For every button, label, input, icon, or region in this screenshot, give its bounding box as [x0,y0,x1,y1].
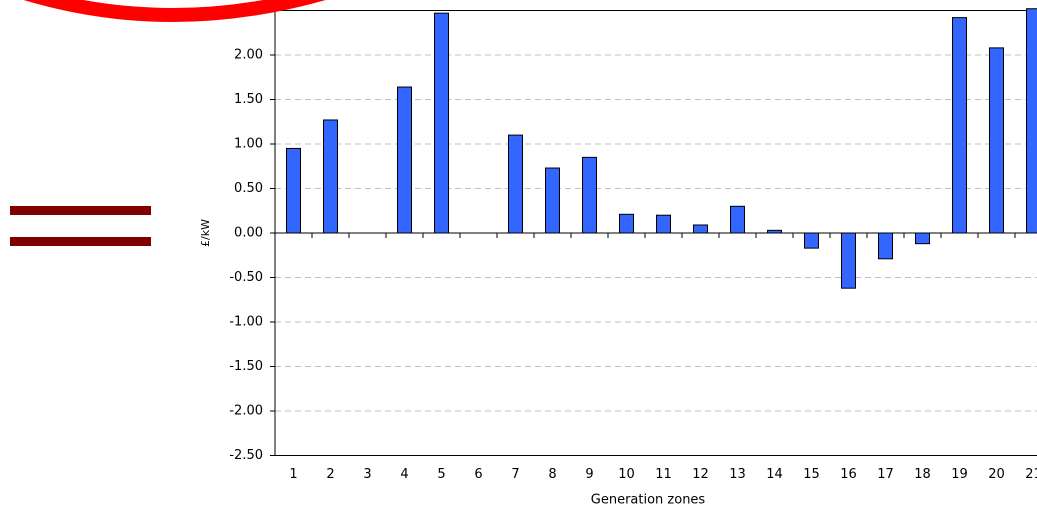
equals-bar [10,237,151,246]
bar [841,232,856,289]
x-tick-label: 17 [877,467,894,482]
x-tick-label: 12 [692,467,709,482]
x-tick-label: 10 [618,467,635,482]
x-tick-label: 3 [363,467,371,482]
bar [286,147,301,234]
x-tick-label: 7 [511,467,519,482]
x-tick-label: 14 [766,467,783,482]
bar [878,232,893,260]
bar [434,12,449,234]
x-tick-label: 6 [474,467,482,482]
x-tick-label: 1 [289,467,297,482]
bar [508,134,523,234]
bar [952,17,967,234]
bar [397,86,412,234]
y-tick-label: 0.00 [234,226,263,241]
y-tick-label: 1.50 [234,92,263,107]
x-tick-label: 16 [840,467,857,482]
bar [989,47,1004,234]
y-tick-label: 1.00 [234,137,263,152]
x-tick-label: 2 [326,467,334,482]
bar [915,232,930,245]
y-tick-label: -1.00 [229,315,263,330]
bar [1026,8,1037,234]
x-tick-label: 4 [400,467,408,482]
y-tick-label: -2.50 [229,448,263,463]
x-tick-label: 13 [729,467,746,482]
equals-bar [10,206,151,215]
x-tick-label: 5 [437,467,445,482]
x-tick-label: 21 [1025,467,1037,482]
y-tick-label: 0.50 [234,181,263,196]
x-tick-label: 8 [548,467,556,482]
y-tick-label: 2.00 [234,48,263,63]
x-axis-label: Generation zones [591,493,706,508]
y-tick-label: -2.00 [229,404,263,419]
bar [323,119,338,234]
bar [656,214,671,234]
bar [693,224,708,234]
y-axis-label: £/kW [199,219,212,247]
x-tick-label: 18 [914,467,931,482]
bar [582,156,597,234]
x-tick-label: 11 [655,467,672,482]
plot-area: -2.50 -2.00 -1.50 -1.00 -0.50 0.00 0.50 1.00 1.5… [229,3,1037,482]
y-tick-label: -0.50 [229,270,263,285]
red-arc [23,0,326,22]
bar [619,213,634,234]
x-tick-label: 15 [803,467,820,482]
bar [730,205,745,234]
y-tick-label: -1.50 [229,359,263,374]
x-tick-label: 19 [951,467,968,482]
bar [804,232,819,249]
x-tick-label: 20 [988,467,1005,482]
bar [545,167,560,234]
x-tick-label: 9 [585,467,593,482]
